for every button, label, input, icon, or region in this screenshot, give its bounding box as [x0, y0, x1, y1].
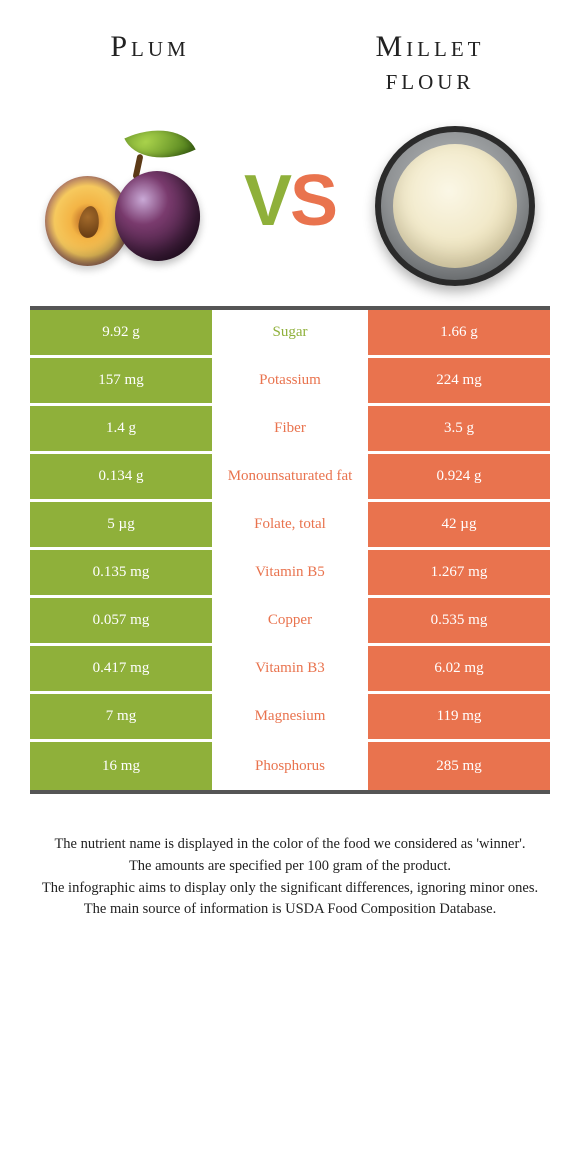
- table-row: 0.135 mg Vitamin B5 1.267 mg: [30, 550, 550, 598]
- nutrient-label-cell: Phosphorus: [212, 742, 368, 790]
- right-value-cell: 3.5 g: [368, 406, 550, 451]
- right-value: 285 mg: [436, 758, 481, 775]
- vs-label: VS: [244, 160, 336, 242]
- left-value-cell: 16 mg: [30, 742, 212, 790]
- nutrient-label-cell: Fiber: [212, 406, 368, 451]
- left-value-cell: 0.057 mg: [30, 598, 212, 643]
- footer-line: The nutrient name is displayed in the co…: [40, 834, 540, 856]
- vs-s: S: [290, 161, 336, 241]
- infographic: Plum Millet flour VS 9.92 g Sugar 1.66 g 15…: [0, 0, 580, 1174]
- footer-line: The amounts are specified per 100 gram o…: [40, 856, 540, 878]
- footer-line: The main source of information is USDA F…: [40, 899, 540, 921]
- right-value: 0.535 mg: [431, 612, 488, 629]
- right-value-cell: 119 mg: [368, 694, 550, 739]
- table-row: 5 µg Folate, total 42 µg: [30, 502, 550, 550]
- right-food-title: Millet flour: [330, 30, 530, 96]
- table-row: 0.417 mg Vitamin B3 6.02 mg: [30, 646, 550, 694]
- nutrient-label-cell: Potassium: [212, 358, 368, 403]
- nutrient-label: Potassium: [259, 372, 321, 389]
- nutrient-label-cell: Magnesium: [212, 694, 368, 739]
- table-row: 16 mg Phosphorus 285 mg: [30, 742, 550, 790]
- right-value-cell: 1.267 mg: [368, 550, 550, 595]
- left-value-cell: 0.417 mg: [30, 646, 212, 691]
- right-value-cell: 1.66 g: [368, 310, 550, 355]
- right-value-cell: 0.535 mg: [368, 598, 550, 643]
- left-value: 0.134 g: [99, 468, 144, 485]
- table-row: 9.92 g Sugar 1.66 g: [30, 310, 550, 358]
- title-row: Plum Millet flour: [0, 0, 580, 106]
- right-value: 1.66 g: [440, 324, 478, 341]
- nutrient-label: Fiber: [274, 420, 306, 437]
- left-value: 0.057 mg: [93, 612, 150, 629]
- right-value-cell: 224 mg: [368, 358, 550, 403]
- nutrient-label: Phosphorus: [255, 758, 325, 775]
- right-value-cell: 42 µg: [368, 502, 550, 547]
- right-value: 6.02 mg: [434, 660, 483, 677]
- left-value: 16 mg: [102, 758, 140, 775]
- table-row: 7 mg Magnesium 119 mg: [30, 694, 550, 742]
- left-value-cell: 7 mg: [30, 694, 212, 739]
- nutrient-label: Vitamin B3: [255, 660, 325, 677]
- nutrient-label: Vitamin B5: [255, 564, 325, 581]
- table-row: 0.134 g Monounsaturated fat 0.924 g: [30, 454, 550, 502]
- right-value: 0.924 g: [437, 468, 482, 485]
- nutrient-label: Copper: [268, 612, 312, 629]
- table-row: 1.4 g Fiber 3.5 g: [30, 406, 550, 454]
- plum-illustration: [40, 116, 210, 286]
- nutrient-label-cell: Sugar: [212, 310, 368, 355]
- right-value: 1.267 mg: [431, 564, 488, 581]
- nutrient-label-cell: Vitamin B3: [212, 646, 368, 691]
- left-value: 7 mg: [106, 708, 136, 725]
- nutrient-label-cell: Vitamin B5: [212, 550, 368, 595]
- nutrient-label-cell: Folate, total: [212, 502, 368, 547]
- left-value: 9.92 g: [102, 324, 140, 341]
- table-row: 0.057 mg Copper 0.535 mg: [30, 598, 550, 646]
- nutrient-label: Folate, total: [254, 516, 326, 533]
- right-value-cell: 285 mg: [368, 742, 550, 790]
- left-value-cell: 0.134 g: [30, 454, 212, 499]
- right-value: 224 mg: [436, 372, 481, 389]
- right-value-cell: 0.924 g: [368, 454, 550, 499]
- left-food-title: Plum: [50, 30, 250, 96]
- picture-row: VS: [0, 106, 580, 306]
- vs-v: V: [244, 161, 290, 241]
- left-value: 0.417 mg: [93, 660, 150, 677]
- table-row: 157 mg Potassium 224 mg: [30, 358, 550, 406]
- nutrient-label-cell: Copper: [212, 598, 368, 643]
- right-value-cell: 6.02 mg: [368, 646, 550, 691]
- left-value-cell: 9.92 g: [30, 310, 212, 355]
- right-value: 119 mg: [437, 708, 482, 725]
- right-value: 42 µg: [442, 516, 477, 533]
- left-value-cell: 5 µg: [30, 502, 212, 547]
- left-value-cell: 0.135 mg: [30, 550, 212, 595]
- flour-illustration: [370, 116, 540, 286]
- comparison-table: 9.92 g Sugar 1.66 g 157 mg Potassium 224 mg 1.…: [30, 306, 550, 794]
- nutrient-label: Monounsaturated fat: [228, 468, 353, 485]
- left-value: 1.4 g: [106, 420, 136, 437]
- left-value: 157 mg: [98, 372, 143, 389]
- right-value: 3.5 g: [444, 420, 474, 437]
- footer-line: The infographic aims to display only the…: [40, 878, 540, 900]
- footer-notes: The nutrient name is displayed in the co…: [0, 794, 580, 921]
- left-value: 0.135 mg: [93, 564, 150, 581]
- left-value-cell: 1.4 g: [30, 406, 212, 451]
- left-value-cell: 157 mg: [30, 358, 212, 403]
- nutrient-label: Magnesium: [255, 708, 326, 725]
- nutrient-label: Sugar: [273, 324, 308, 341]
- nutrient-label-cell: Monounsaturated fat: [212, 454, 368, 499]
- left-value: 5 µg: [107, 516, 134, 533]
